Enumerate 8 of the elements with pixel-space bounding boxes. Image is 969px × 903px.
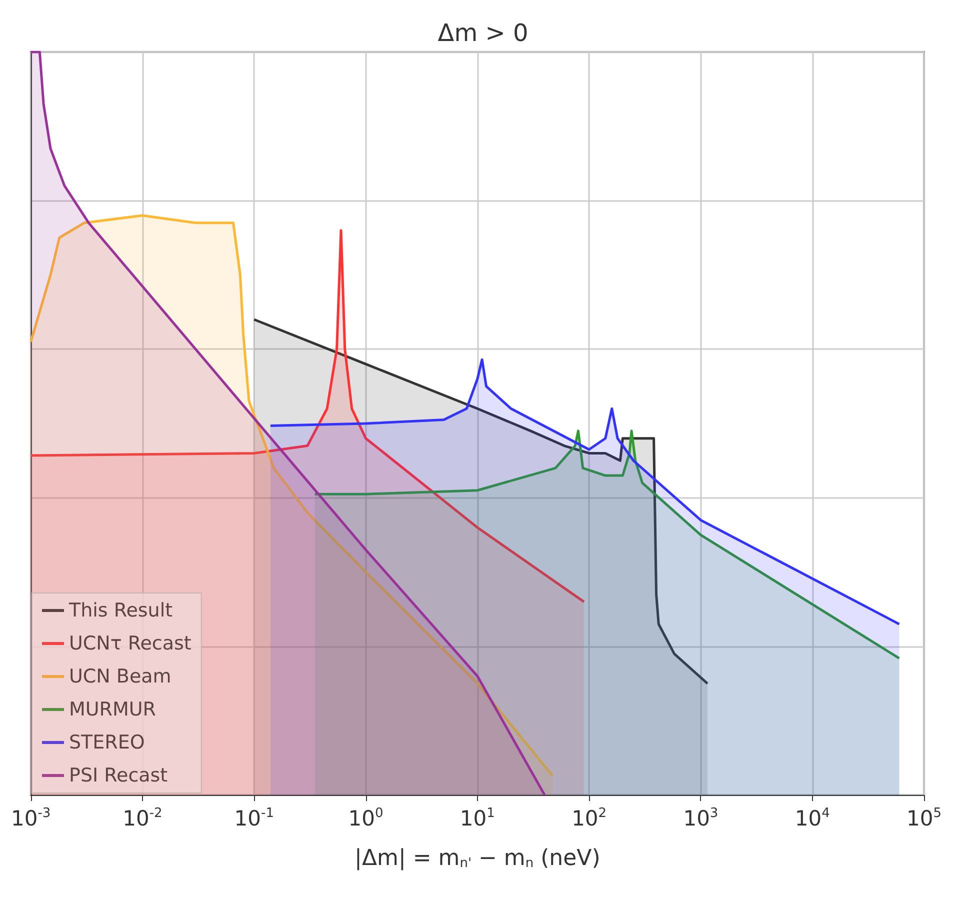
chart-title: Δm > 0: [438, 19, 528, 47]
series-label: PSI Recast: [69, 764, 168, 786]
legend-label: STEREO: [69, 732, 145, 754]
legend-label: UCNτ Recast: [69, 632, 192, 654]
legend-label: This Result: [68, 600, 173, 622]
legend-label: MURMUR: [69, 698, 156, 720]
x-axis-title: |Δm| = mn' − mn (neV): [354, 846, 600, 871]
legend-label: UCN Beam: [69, 666, 172, 688]
